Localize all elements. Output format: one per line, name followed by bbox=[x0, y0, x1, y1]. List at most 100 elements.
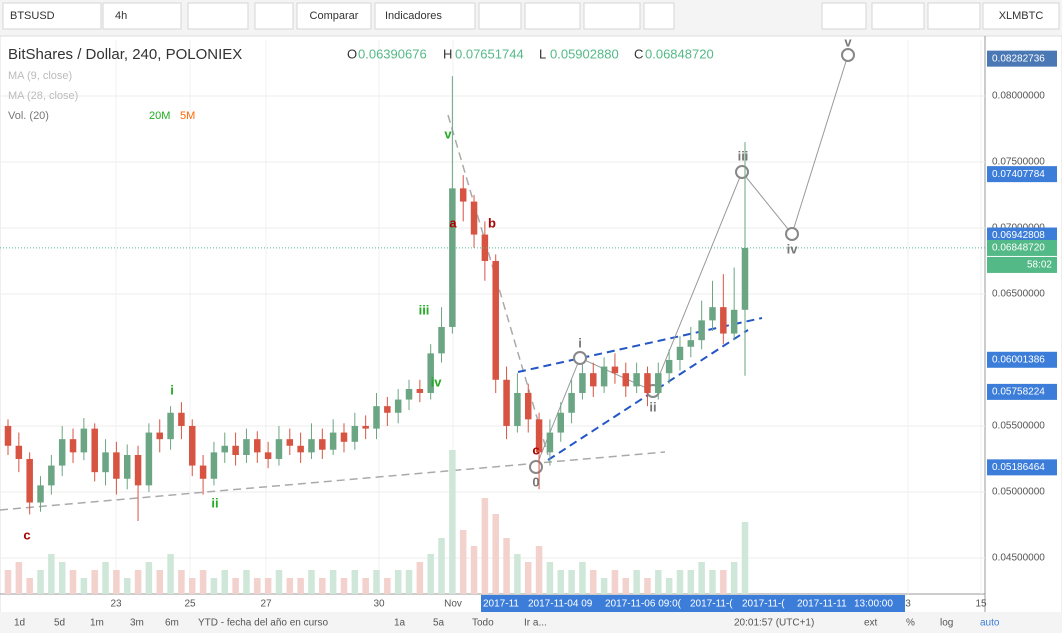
theme[interactable] bbox=[524, 2, 581, 30]
volume-bar bbox=[48, 554, 55, 594]
alert[interactable] bbox=[478, 2, 522, 30]
range-button[interactable]: 5d bbox=[54, 618, 65, 629]
indicators-box[interactable] bbox=[374, 2, 476, 30]
volume-bar bbox=[134, 570, 142, 594]
interval[interactable]: 4h bbox=[115, 10, 127, 22]
volume-bar bbox=[741, 522, 749, 594]
indicators[interactable]: Indicadores bbox=[385, 10, 442, 22]
volume-bar bbox=[611, 570, 619, 594]
price-badge-label: 0.06848720 bbox=[992, 243, 1045, 254]
volume-bar bbox=[394, 570, 402, 594]
compare-box[interactable] bbox=[296, 2, 372, 30]
price-badge bbox=[987, 227, 1057, 244]
volume-bar bbox=[123, 578, 131, 594]
settings[interactable] bbox=[254, 2, 294, 30]
option[interactable]: auto bbox=[980, 618, 1000, 629]
volume-bar bbox=[329, 570, 337, 594]
volume-bar bbox=[600, 578, 608, 594]
candle-body bbox=[698, 320, 705, 341]
volume-bar bbox=[438, 538, 445, 594]
option[interactable]: ext bbox=[864, 618, 878, 629]
candle-body bbox=[633, 373, 640, 387]
range-button[interactable]: 5a bbox=[433, 618, 445, 629]
price-badge-label: 0.06001386 bbox=[992, 354, 1045, 365]
range-button[interactable]: YTD - fecha del año en curso bbox=[198, 618, 329, 629]
candle-body bbox=[449, 188, 456, 327]
h-value: 0.07651744 bbox=[455, 46, 524, 61]
volume-bar bbox=[709, 570, 716, 594]
range-button[interactable]: Todo bbox=[472, 618, 494, 629]
volume-bar bbox=[275, 570, 283, 594]
volume-bar bbox=[633, 570, 640, 594]
frame bbox=[0, 35, 1062, 633]
candle-body bbox=[48, 465, 55, 486]
option[interactable]: % bbox=[906, 618, 915, 629]
volume-bar bbox=[156, 570, 163, 594]
undo-redo[interactable] bbox=[583, 2, 641, 30]
chart-type[interactable] bbox=[187, 2, 249, 30]
volume-bar bbox=[590, 570, 597, 594]
wave-label: b bbox=[488, 215, 496, 230]
volume-bar bbox=[199, 570, 207, 594]
candle-body bbox=[644, 373, 651, 393]
wave-node bbox=[573, 351, 587, 365]
candle-body bbox=[264, 452, 272, 459]
candle-body bbox=[26, 458, 33, 503]
load[interactable] bbox=[871, 2, 925, 30]
symbol[interactable]: BTSUSD bbox=[10, 10, 55, 22]
range-button[interactable]: Ir a... bbox=[524, 618, 547, 629]
wave-node bbox=[529, 460, 543, 474]
candle-body bbox=[622, 373, 630, 387]
volume-bar bbox=[514, 554, 521, 594]
right-symbol-box[interactable] bbox=[982, 2, 1060, 30]
range-button[interactable]: 1m bbox=[90, 618, 104, 629]
range-button[interactable]: 6m bbox=[165, 618, 179, 629]
y-tick-label: 0.05000000 bbox=[992, 487, 1045, 498]
volume-bar bbox=[340, 578, 348, 594]
time-overlay-label: 2017-11-04 09 bbox=[528, 599, 593, 610]
range-button[interactable]: 3m bbox=[130, 618, 144, 629]
volume-bar bbox=[178, 570, 185, 594]
volume-bar bbox=[730, 562, 738, 594]
wave-label: c bbox=[532, 442, 539, 457]
symbol-box[interactable] bbox=[2, 2, 102, 30]
candle-body bbox=[340, 432, 348, 442]
volume-bar bbox=[687, 570, 695, 594]
candle-body bbox=[188, 425, 196, 466]
price-badge-label: 0.06942808 bbox=[992, 230, 1045, 241]
save[interactable] bbox=[927, 2, 981, 30]
time-overlay-label: 2017-11-11 bbox=[797, 599, 847, 610]
volume-bar bbox=[351, 570, 359, 594]
option[interactable]: log bbox=[940, 618, 953, 629]
candle-body bbox=[167, 412, 174, 440]
candle-body bbox=[676, 346, 684, 360]
price-badge bbox=[987, 50, 1057, 67]
fullscreen[interactable] bbox=[643, 2, 675, 30]
right-symbol[interactable]: XLMBTC bbox=[999, 10, 1044, 22]
candle-body bbox=[221, 445, 229, 453]
candle-body bbox=[579, 373, 586, 393]
volume-bar bbox=[373, 570, 380, 594]
volume-bar bbox=[470, 546, 478, 594]
range-button[interactable]: 1d bbox=[14, 618, 25, 629]
candle-body bbox=[58, 439, 66, 466]
compare[interactable]: Comparar bbox=[310, 10, 359, 22]
candle-body bbox=[687, 340, 695, 347]
interval-box[interactable] bbox=[102, 2, 182, 30]
wave-label: v bbox=[444, 126, 452, 141]
volume-bar bbox=[145, 562, 153, 594]
volume-bar bbox=[254, 578, 261, 594]
wave-label: iii bbox=[738, 148, 749, 163]
range-button[interactable]: 1a bbox=[394, 618, 406, 629]
drawing bbox=[535, 54, 849, 468]
candle-body bbox=[611, 366, 619, 374]
candle-body bbox=[730, 309, 738, 334]
ma28-label: MA (28, close) bbox=[8, 90, 78, 102]
candle-body bbox=[275, 439, 283, 459]
candle-body bbox=[156, 432, 163, 440]
color[interactable] bbox=[821, 2, 867, 30]
volume-bar bbox=[416, 562, 424, 594]
candle-body bbox=[15, 445, 23, 459]
volume-bar bbox=[481, 498, 489, 594]
